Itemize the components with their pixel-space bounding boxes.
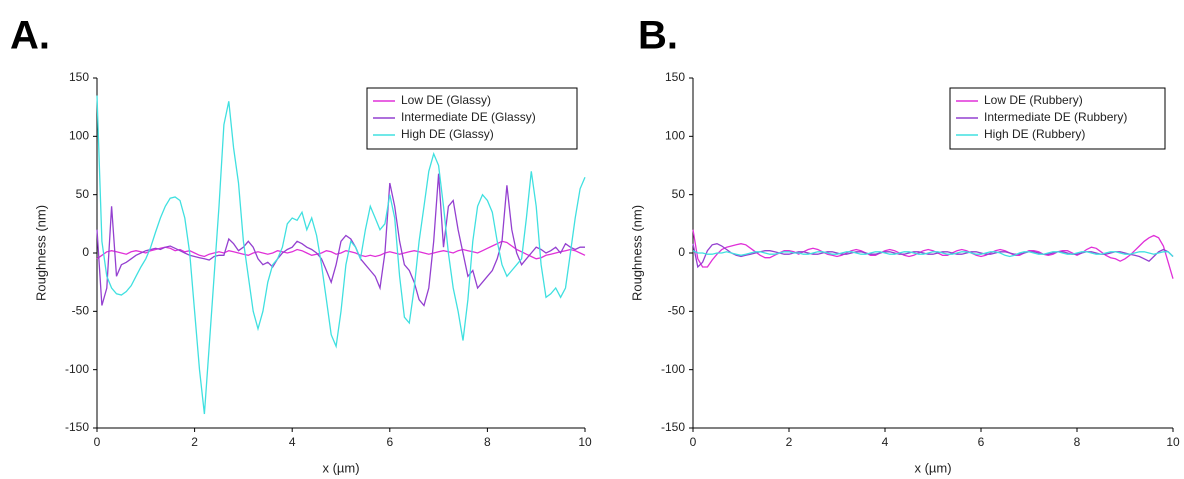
data-line <box>692 229 1174 279</box>
x-tick-label: 6 <box>978 435 985 449</box>
panel-label: B. <box>638 14 678 58</box>
y-tick-label: 50 <box>76 187 90 201</box>
y-tick-label: -150 <box>65 420 89 434</box>
y-tick-label: 150 <box>69 70 89 84</box>
y-axis-label: Roughness (nm) <box>33 205 48 301</box>
y-tick-label: -50 <box>668 304 686 318</box>
legend-box <box>366 87 578 150</box>
x-tick-label: 0 <box>690 435 697 449</box>
y-tick-label: 0 <box>82 245 89 259</box>
y-tick-label: 0 <box>678 245 685 259</box>
x-tick-label: 0 <box>94 435 101 449</box>
x-tick-label: 8 <box>1074 435 1081 449</box>
x-tick-label: 2 <box>786 435 793 449</box>
data-line <box>692 250 1174 258</box>
y-tick-label: 150 <box>665 70 685 84</box>
x-axis-label: x (µm) <box>914 460 951 475</box>
x-tick-label: 4 <box>882 435 889 449</box>
x-tick-label: 8 <box>484 435 491 449</box>
legend-label: Intermediate DE (Rubbery) <box>984 110 1127 124</box>
legend-box <box>949 87 1166 150</box>
x-tick-label: 10 <box>578 435 592 449</box>
x-axis-label: x (µm) <box>322 460 359 475</box>
y-tick-label: -100 <box>661 362 685 376</box>
legend-label: High DE (Glassy) <box>401 127 494 141</box>
y-axis-label: Roughness (nm) <box>629 205 644 301</box>
legend-label: Intermediate DE (Glassy) <box>401 110 536 124</box>
y-tick-label: 50 <box>672 187 686 201</box>
y-tick-label: -150 <box>661 420 685 434</box>
data-line <box>96 173 585 307</box>
legend-label: Low DE (Glassy) <box>401 93 491 107</box>
data-line <box>96 95 586 415</box>
legend-label: Low DE (Rubbery) <box>984 93 1083 107</box>
legend-label: High DE (Rubbery) <box>984 127 1085 141</box>
y-tick-label: 100 <box>665 129 685 143</box>
x-tick-label: 10 <box>1166 435 1180 449</box>
y-tick-label: -50 <box>72 304 90 318</box>
x-tick-label: 4 <box>289 435 296 449</box>
x-tick-label: 2 <box>191 435 198 449</box>
y-tick-label: -100 <box>65 362 89 376</box>
panel-label: A. <box>10 14 50 58</box>
data-line <box>692 243 1174 269</box>
x-tick-label: 6 <box>386 435 393 449</box>
y-tick-label: 100 <box>69 129 89 143</box>
